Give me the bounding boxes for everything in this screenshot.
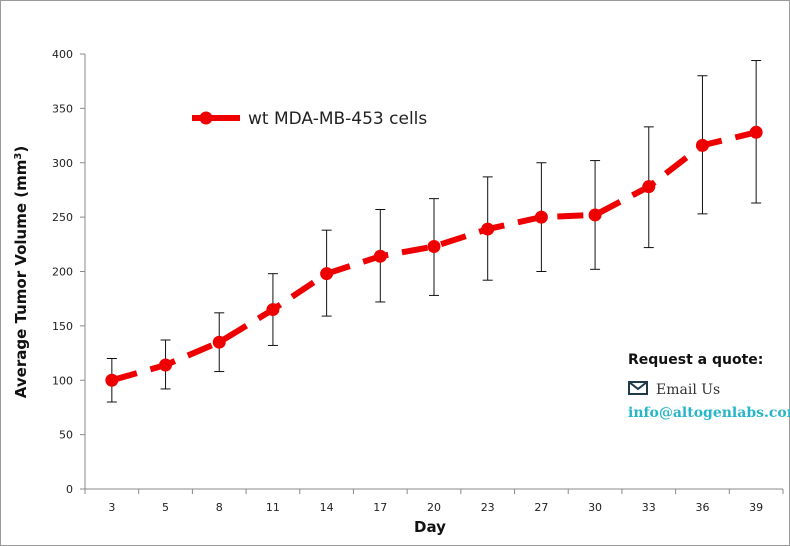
y-tick-label: 150 xyxy=(52,320,73,333)
x-tick-label: 27 xyxy=(534,501,548,514)
legend-marker xyxy=(199,111,213,125)
data-point xyxy=(534,210,548,224)
series-group xyxy=(105,125,763,387)
data-point xyxy=(105,373,119,387)
email-address-link[interactable]: info@altogenlabs.com xyxy=(628,405,790,421)
x-tick-label: 3 xyxy=(108,501,115,514)
y-axis-label-superscript: 3 xyxy=(13,153,24,160)
y-tick-label: 200 xyxy=(52,266,73,279)
envelope-icon xyxy=(628,381,648,399)
email-us-link[interactable]: Email Us xyxy=(628,381,720,399)
x-tick-label: 14 xyxy=(320,501,334,514)
x-axis-ticks: 3 5 8 11 14 17 20 23 27 30 33 36 39 xyxy=(84,489,784,514)
data-point xyxy=(695,138,709,152)
data-point xyxy=(588,208,602,222)
data-point xyxy=(427,239,441,253)
x-tick-label: 8 xyxy=(216,501,223,514)
data-point xyxy=(642,180,656,194)
email-us-label: Email Us xyxy=(656,382,721,398)
y-axis-label: Average Tumor Volume (mm3) xyxy=(12,146,30,398)
data-point xyxy=(749,125,763,139)
y-tick-label: 0 xyxy=(66,483,73,496)
y-tick-label: 250 xyxy=(52,211,73,224)
data-point xyxy=(212,335,226,349)
x-tick-label: 23 xyxy=(481,501,495,514)
x-tick-label: 17 xyxy=(373,501,387,514)
data-point xyxy=(481,222,495,236)
request-quote-heading: Request a quote: xyxy=(628,352,764,368)
y-tick-label: 50 xyxy=(59,429,73,442)
x-tick-label: 33 xyxy=(642,501,656,514)
data-point xyxy=(159,358,173,372)
legend-label: wt MDA-MB-453 cells xyxy=(248,109,427,129)
data-point xyxy=(373,249,387,263)
x-tick-label: 30 xyxy=(588,501,602,514)
data-point xyxy=(320,267,334,281)
y-axis-label-close: ) xyxy=(12,146,30,153)
x-tick-label: 39 xyxy=(749,501,763,514)
x-tick-label: 36 xyxy=(695,501,709,514)
y-tick-label: 350 xyxy=(52,102,73,115)
x-tick-label: 5 xyxy=(162,501,169,514)
x-tick-label: 20 xyxy=(427,501,441,514)
y-axis-label-main: Average Tumor Volume (mm xyxy=(12,160,30,399)
y-tick-label: 100 xyxy=(52,374,73,387)
x-axis-label: Day xyxy=(414,518,446,536)
legend: wt MDA-MB-453 cells xyxy=(192,109,427,129)
data-point xyxy=(266,303,280,317)
y-tick-label: 400 xyxy=(52,48,73,61)
x-tick-label: 11 xyxy=(266,501,280,514)
y-tick-label: 300 xyxy=(52,157,73,170)
y-axis-ticks: 0 50 100 150 200 250 300 350 400 xyxy=(52,48,85,496)
